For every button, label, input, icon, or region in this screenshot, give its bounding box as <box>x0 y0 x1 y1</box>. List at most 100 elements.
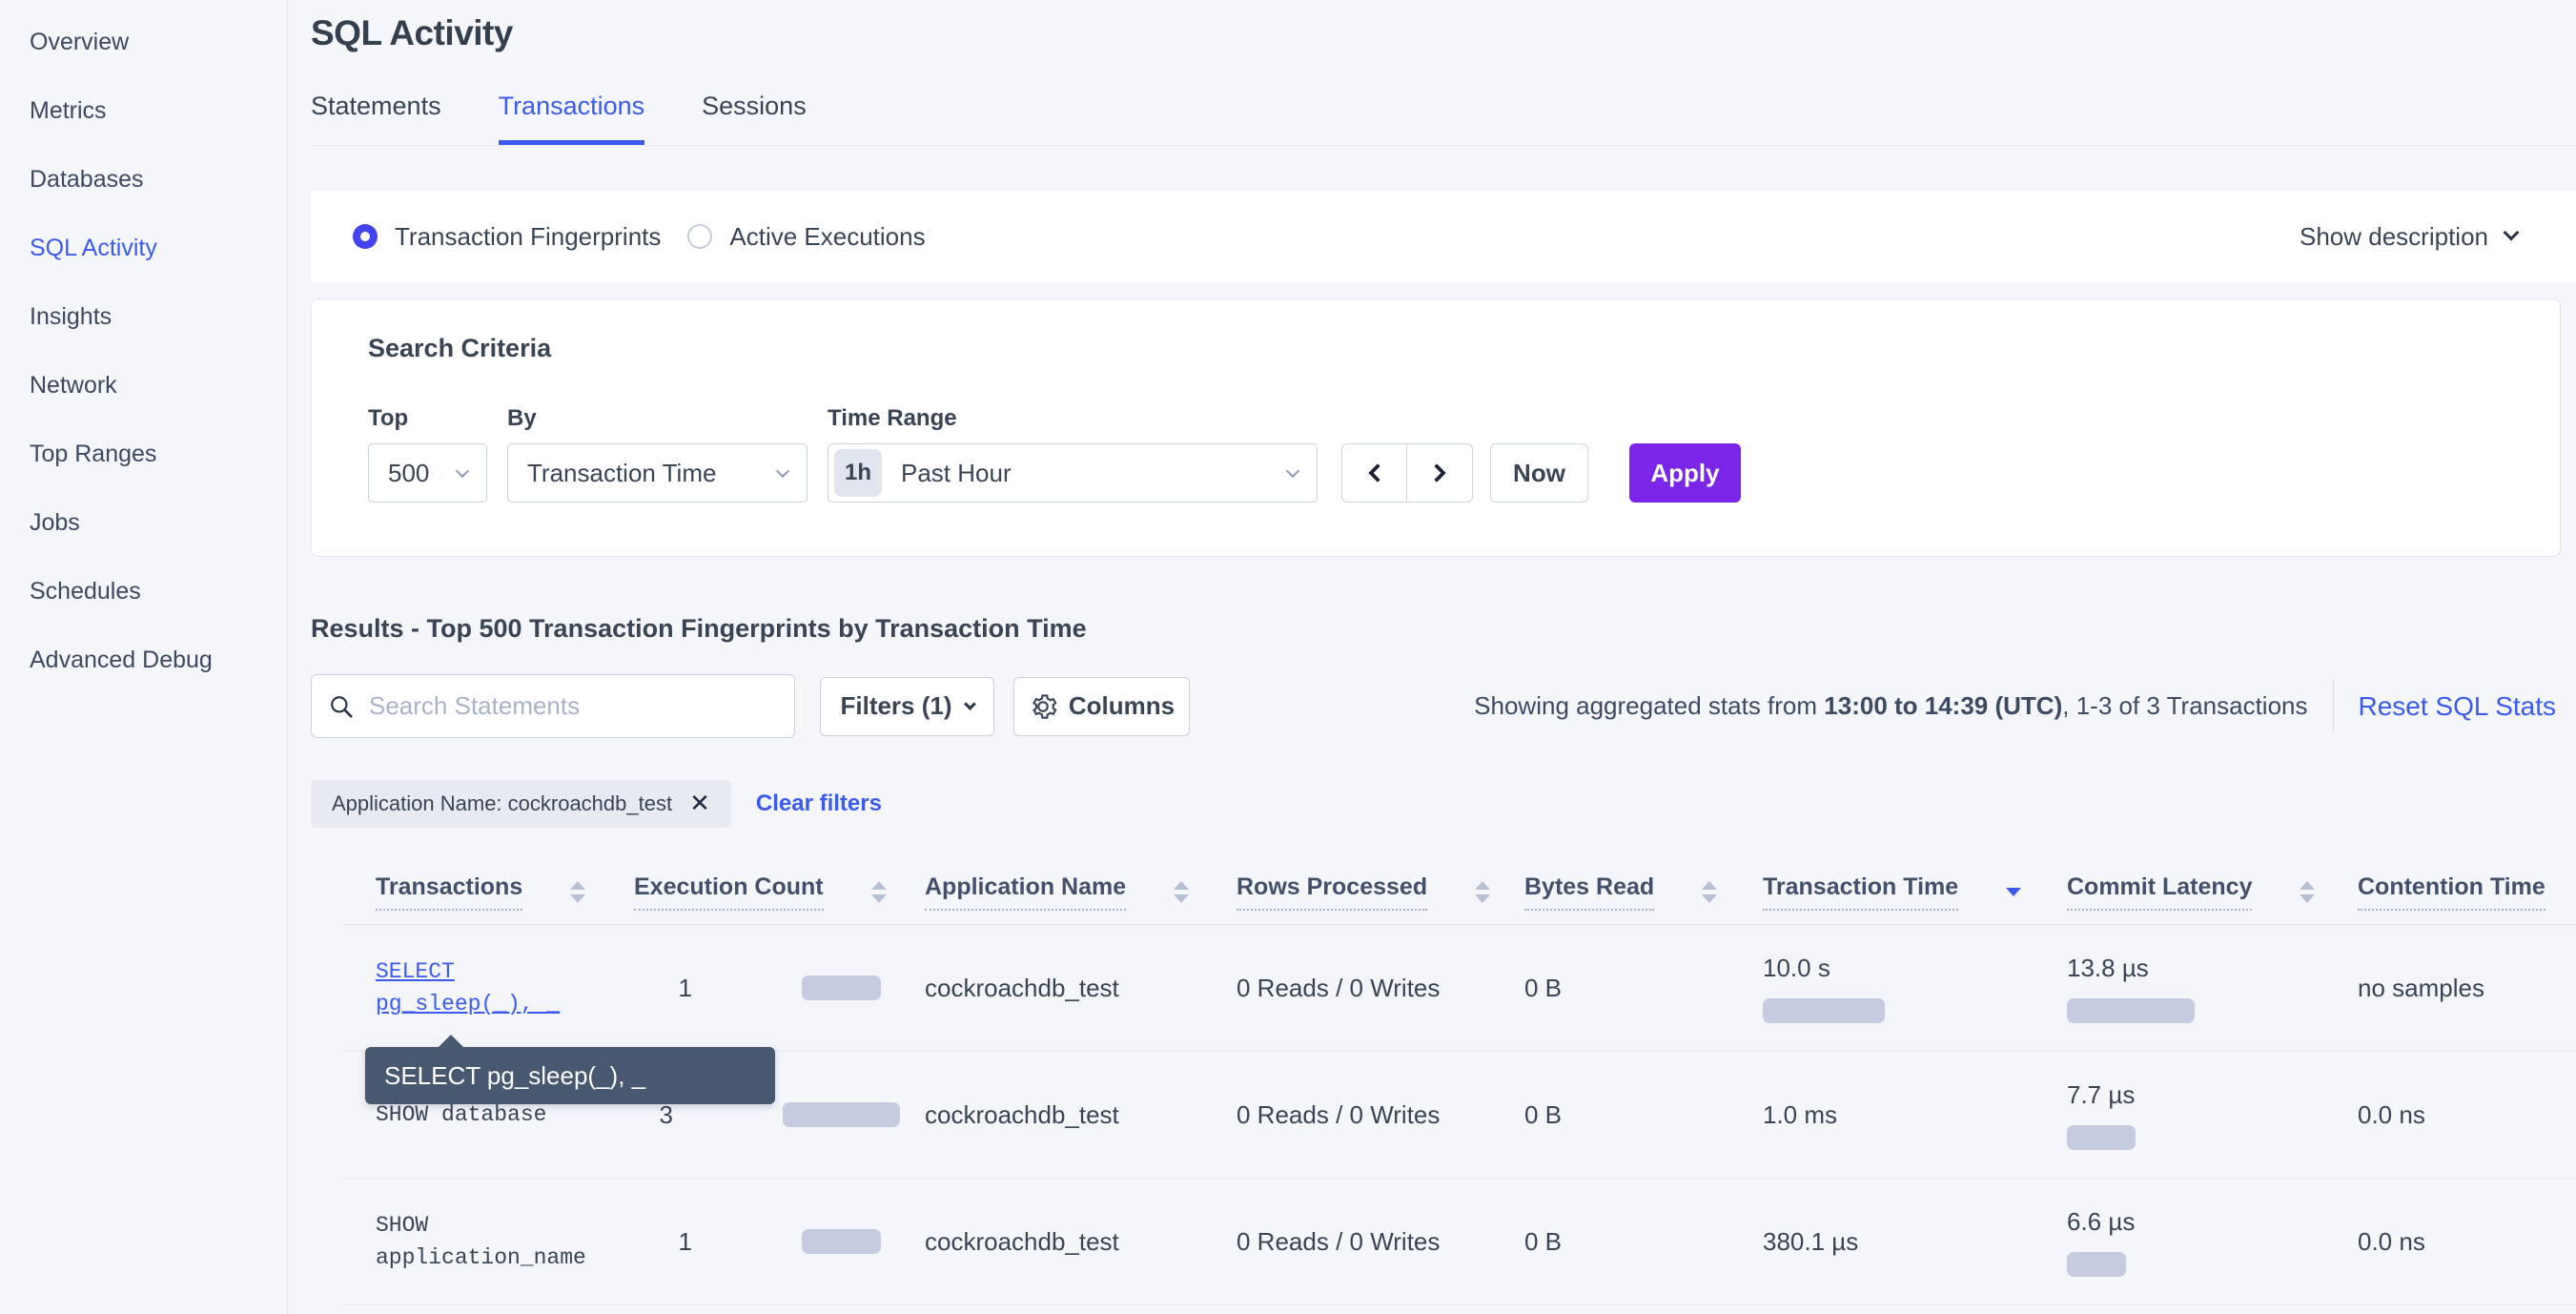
contention-time-cell: no samples <box>2358 973 2484 1002</box>
close-icon[interactable]: ✕ <box>689 790 710 818</box>
sidebar-item-overview[interactable]: Overview <box>30 28 130 55</box>
tab-bar: Statements Transactions Sessions <box>311 92 2576 146</box>
contention-time-cell: 0.0 ns <box>2358 1226 2425 1256</box>
transaction-link[interactable]: SHOW <box>376 1213 429 1238</box>
transaction-time-cell: 1.0 ms <box>1763 1099 1838 1129</box>
chevron-down-icon <box>2503 224 2520 241</box>
transaction-link[interactable]: SHOW database <box>376 1102 547 1127</box>
transaction-time-bar <box>1763 997 1885 1023</box>
top-value: 500 <box>388 458 430 487</box>
column-header-rows-processed[interactable]: Rows Processed <box>1237 873 1524 911</box>
execution-count-cell: 3 <box>634 1052 925 1178</box>
columns-button[interactable]: Columns <box>1013 676 1190 736</box>
search-input[interactable] <box>367 690 777 722</box>
execution-count-cell: 1 <box>634 925 925 1051</box>
by-value: Transaction Time <box>527 458 717 487</box>
time-range-badge: 1h <box>834 449 882 497</box>
sort-icon[interactable] <box>1702 881 1718 903</box>
commit-latency-bar <box>2067 1124 2136 1150</box>
transaction-time-cell: 10.0 s <box>1763 925 2067 1051</box>
time-range-label: Time Range <box>828 405 957 431</box>
transaction-link[interactable]: pg_sleep(_), _ <box>376 992 561 1016</box>
table-row: SELECT pg_sleep(_), _ SELECT pg_sleep(_)… <box>343 925 2576 1104</box>
chevron-down-icon <box>775 463 790 478</box>
view-toggle-bar: Transaction Fingerprints Active Executio… <box>311 191 2576 282</box>
sort-icon[interactable] <box>2300 881 2316 903</box>
radio-selected-icon[interactable] <box>353 224 378 249</box>
sort-icon[interactable] <box>870 881 887 903</box>
radio-label: Active Executions <box>729 221 926 251</box>
execution-count-bar <box>782 1102 900 1127</box>
application-name-cell: cockroachdb_test <box>925 973 1119 1002</box>
filters-button[interactable]: Filters (1) <box>820 676 994 736</box>
next-time-range-button[interactable] <box>1407 444 1472 502</box>
show-description-toggle[interactable]: Show description <box>2300 222 2520 252</box>
sort-icon[interactable] <box>1174 881 1190 903</box>
sort-icon-active-desc[interactable] <box>2006 888 2022 896</box>
filter-chip-label: Application Name: cockroachdb_test <box>332 791 673 815</box>
by-label: By <box>507 405 537 431</box>
application-name-cell: cockroachdb_test <box>925 1099 1119 1129</box>
commit-latency-cell: 6.6 µs <box>2067 1179 2358 1304</box>
clear-filters-link[interactable]: Clear filters <box>755 790 882 816</box>
tab-sessions[interactable]: Sessions <box>702 92 807 120</box>
sidebar-item-top-ranges[interactable]: Top Ranges <box>30 440 157 467</box>
now-button[interactable]: Now <box>1490 443 1588 503</box>
sidebar-item-network[interactable]: Network <box>30 371 117 399</box>
commit-latency-bar <box>2067 1251 2126 1277</box>
radio-active-executions[interactable]: Active Executions <box>687 221 926 252</box>
tab-statements[interactable]: Statements <box>311 92 441 120</box>
commit-latency-bar <box>2067 997 2195 1023</box>
apply-button[interactable]: Apply <box>1629 443 1741 503</box>
sidebar-item-advanced-debug[interactable]: Advanced Debug <box>30 646 213 673</box>
columns-label: Columns <box>1068 691 1176 720</box>
column-header-commit-latency[interactable]: Commit Latency <box>2067 873 2358 911</box>
column-header-bytes-read[interactable]: Bytes Read <box>1524 873 1763 911</box>
reset-sql-stats-link[interactable]: Reset SQL Stats <box>2358 690 2557 721</box>
column-header-execution-count[interactable]: Execution Count <box>634 873 925 911</box>
by-select[interactable]: Transaction Time <box>507 443 808 503</box>
search-icon <box>331 695 353 718</box>
radio-transaction-fingerprints[interactable]: Transaction Fingerprints <box>353 222 661 252</box>
column-header-application-name[interactable]: Application Name <box>925 873 1237 911</box>
column-header-transaction-time[interactable]: Transaction Time <box>1763 873 2067 911</box>
table-row: SHOW application_name 1 cockroachdb_test… <box>343 1179 2576 1305</box>
chevron-down-icon <box>963 698 976 710</box>
search-criteria-card: Search Criteria Top 500 By Transaction T… <box>311 298 2561 557</box>
table-header-row: Transactions Execution Count Application… <box>343 852 2576 925</box>
vertical-divider <box>2332 679 2334 733</box>
sidebar-item-insights[interactable]: Insights <box>30 302 112 330</box>
chevron-down-icon <box>455 463 470 478</box>
rows-processed-cell: 0 Reads / 0 Writes <box>1237 973 1441 1002</box>
sidebar-item-databases[interactable]: Databases <box>30 165 144 193</box>
bytes-read-cell: 0 B <box>1524 1099 1563 1129</box>
sidebar-item-sql-activity[interactable]: SQL Activity <box>30 234 157 261</box>
filter-chip-application-name[interactable]: Application Name: cockroachdb_test ✕ <box>311 780 731 828</box>
transaction-link[interactable]: application_name <box>376 1245 586 1270</box>
transaction-link[interactable]: SELECT <box>376 959 455 984</box>
time-range-field: Time Range 1h Past Hour <box>828 405 1318 503</box>
transaction-tooltip: SELECT pg_sleep(_), _ <box>365 1035 775 1104</box>
sidebar-item-metrics[interactable]: Metrics <box>30 96 107 124</box>
top-label: Top <box>368 405 409 431</box>
time-range-select[interactable]: 1h Past Hour <box>828 443 1318 503</box>
page-title: SQL Activity <box>311 13 513 52</box>
tab-transactions[interactable]: Transactions <box>498 92 645 145</box>
rows-processed-cell: 0 Reads / 0 Writes <box>1237 1099 1441 1129</box>
chevron-right-icon <box>1427 463 1446 482</box>
application-name-cell: cockroachdb_test <box>925 1226 1119 1256</box>
radio-unselected-icon[interactable] <box>687 224 713 249</box>
transaction-fingerprint-cell: SHOW database <box>343 1052 634 1178</box>
transaction-fingerprint-cell: SELECT pg_sleep(_), _ SELECT pg_sleep(_)… <box>343 925 775 1104</box>
sort-icon[interactable] <box>570 881 586 903</box>
prev-time-range-button[interactable] <box>1342 444 1407 502</box>
column-header-transactions[interactable]: Transactions <box>343 873 634 911</box>
sort-icon[interactable] <box>1475 881 1491 903</box>
column-header-contention-time[interactable]: Contention Time <box>2358 873 2576 911</box>
view-toggle-group: Transaction Fingerprints Active Executio… <box>353 222 926 252</box>
contention-time-cell: 0.0 ns <box>2358 1099 2425 1129</box>
sidebar-item-jobs[interactable]: Jobs <box>30 508 80 536</box>
chevron-left-icon <box>1367 463 1387 482</box>
sidebar-item-schedules[interactable]: Schedules <box>30 577 141 605</box>
top-select[interactable]: 500 <box>368 443 487 503</box>
